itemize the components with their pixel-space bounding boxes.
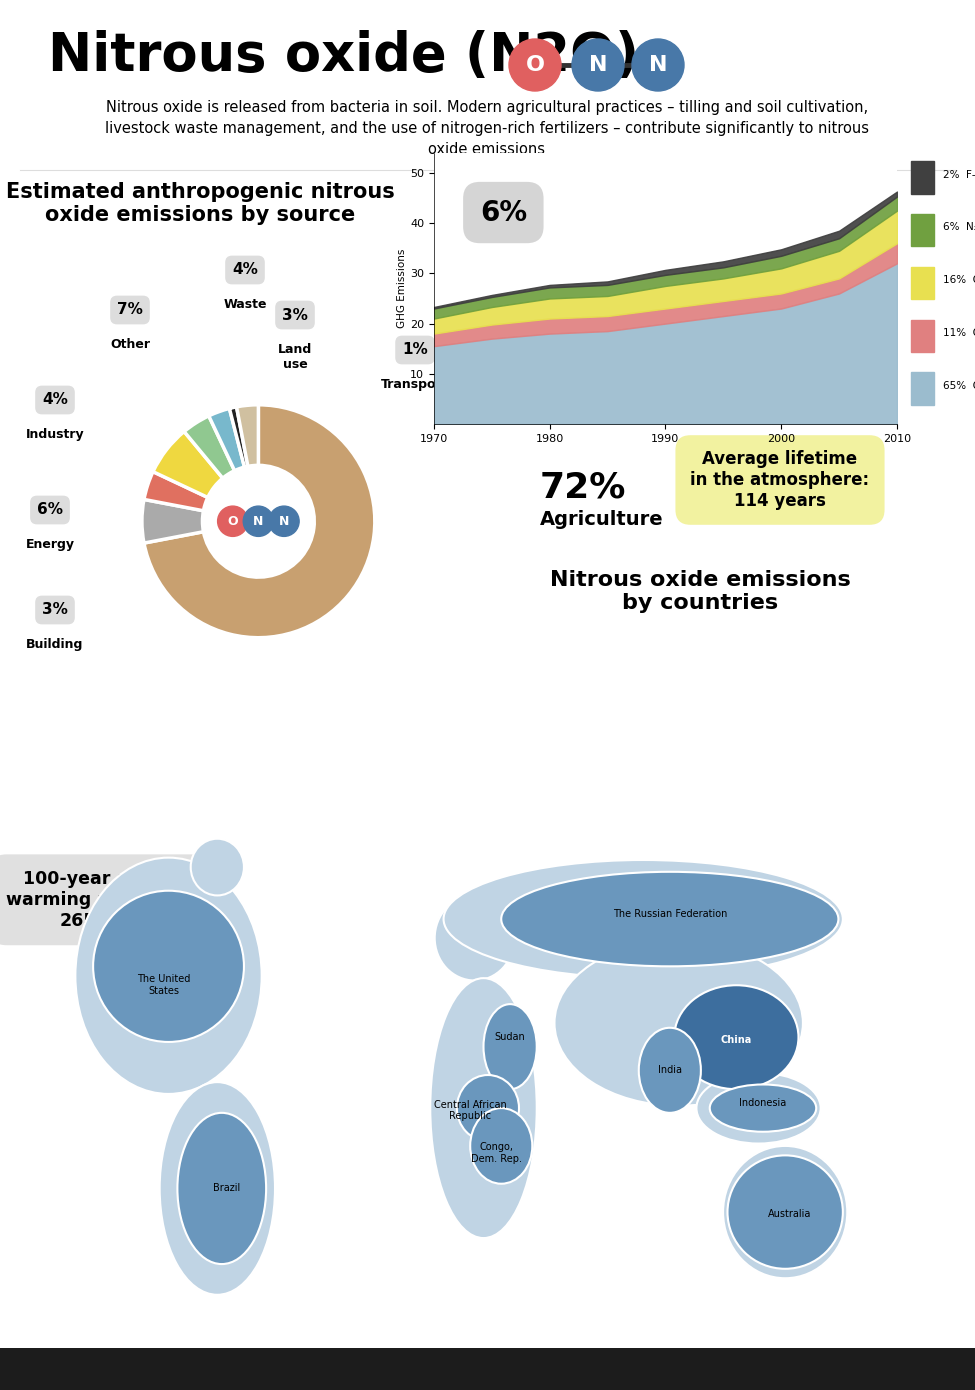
Text: China: China <box>721 1034 752 1044</box>
Text: 3%: 3% <box>282 307 308 322</box>
Circle shape <box>632 39 684 90</box>
Wedge shape <box>144 471 208 510</box>
Text: 100-year global
warming potential:
265-298: 100-year global warming potential: 265-2… <box>7 870 194 930</box>
Text: 2%  F-Gases: 2% F-Gases <box>944 170 975 179</box>
Text: 6%: 6% <box>480 199 526 227</box>
Ellipse shape <box>675 986 799 1090</box>
Text: Energy: Energy <box>25 538 74 550</box>
Text: 7%: 7% <box>117 303 143 317</box>
Circle shape <box>269 506 299 537</box>
Circle shape <box>509 39 561 90</box>
Wedge shape <box>209 409 245 471</box>
Text: The Russian Federation: The Russian Federation <box>612 909 727 919</box>
Text: Brazil: Brazil <box>213 1183 240 1194</box>
Ellipse shape <box>501 872 838 966</box>
Ellipse shape <box>470 1108 532 1184</box>
Ellipse shape <box>710 1084 816 1131</box>
Text: 1%: 1% <box>402 342 428 357</box>
Text: Estimated anthropogenic nitrous
oxide emissions by source: Estimated anthropogenic nitrous oxide em… <box>6 182 394 225</box>
Text: 4%: 4% <box>42 392 68 407</box>
Text: Congo,
Dem. Rep.: Congo, Dem. Rep. <box>471 1143 523 1163</box>
Text: India: India <box>658 1065 682 1076</box>
Text: 11%  CO₂ FOLU: 11% CO₂ FOLU <box>944 328 975 338</box>
Y-axis label: GHG Emissions: GHG Emissions <box>397 249 408 328</box>
Text: N: N <box>254 514 263 528</box>
Bar <box>911 267 934 299</box>
Wedge shape <box>153 431 222 498</box>
Wedge shape <box>237 404 258 466</box>
Text: Land
use: Land use <box>278 343 312 371</box>
Text: The United
States: The United States <box>137 974 191 997</box>
Text: Agriculture: Agriculture <box>540 510 664 530</box>
Text: Other: Other <box>110 338 150 352</box>
Text: O: O <box>227 514 238 528</box>
Circle shape <box>572 39 624 90</box>
Circle shape <box>217 506 248 537</box>
Bar <box>0 1348 975 1390</box>
Ellipse shape <box>177 1113 266 1264</box>
Ellipse shape <box>435 895 515 980</box>
Text: 6%  N₂O: 6% N₂O <box>944 222 975 232</box>
Text: 65%  CO₂ FF: 65% CO₂ FF <box>944 381 975 391</box>
Ellipse shape <box>727 1155 842 1269</box>
Wedge shape <box>142 499 204 543</box>
Text: 16%  CH₄: 16% CH₄ <box>944 275 975 285</box>
Text: Nitrous oxide emissions
by countries: Nitrous oxide emissions by countries <box>550 570 850 613</box>
Bar <box>911 161 934 193</box>
Text: Australia: Australia <box>768 1209 811 1219</box>
Bar <box>911 214 934 246</box>
Text: Nitrous oxide is released from bacteria in soil. Modern agricultural practices –: Nitrous oxide is released from bacteria … <box>105 100 869 157</box>
Bar <box>911 320 934 352</box>
Ellipse shape <box>191 838 244 895</box>
Ellipse shape <box>430 979 537 1238</box>
Text: Sudan: Sudan <box>494 1033 526 1042</box>
Text: 3%: 3% <box>42 602 68 617</box>
Text: Indonesia: Indonesia <box>739 1098 787 1108</box>
Wedge shape <box>184 416 235 478</box>
Text: O: O <box>526 56 544 75</box>
Text: Average lifetime
in the atmosphere:
114 years: Average lifetime in the atmosphere: 114 … <box>690 450 870 510</box>
Text: Building: Building <box>26 638 84 651</box>
Ellipse shape <box>457 1074 519 1141</box>
Text: 4%: 4% <box>232 263 258 278</box>
Wedge shape <box>229 407 248 467</box>
Ellipse shape <box>555 941 803 1106</box>
Text: Transport: Transport <box>381 378 448 391</box>
Text: Nitrous oxide (N2O): Nitrous oxide (N2O) <box>48 31 640 82</box>
Bar <box>911 373 934 404</box>
Ellipse shape <box>639 1027 701 1113</box>
Text: N: N <box>279 514 290 528</box>
Ellipse shape <box>75 858 261 1094</box>
Ellipse shape <box>444 860 842 979</box>
Text: 72%: 72% <box>540 470 626 505</box>
Circle shape <box>243 506 274 537</box>
Text: N: N <box>648 56 667 75</box>
Text: 6%: 6% <box>37 503 63 517</box>
Wedge shape <box>144 404 374 638</box>
Text: Waste: Waste <box>223 297 267 311</box>
Text: N: N <box>589 56 607 75</box>
Text: Central African
Republic: Central African Republic <box>434 1099 507 1122</box>
Text: Industry: Industry <box>25 428 84 441</box>
Ellipse shape <box>696 1073 821 1144</box>
Ellipse shape <box>484 1004 537 1090</box>
Ellipse shape <box>723 1145 847 1279</box>
Ellipse shape <box>160 1081 275 1295</box>
Ellipse shape <box>93 891 244 1042</box>
